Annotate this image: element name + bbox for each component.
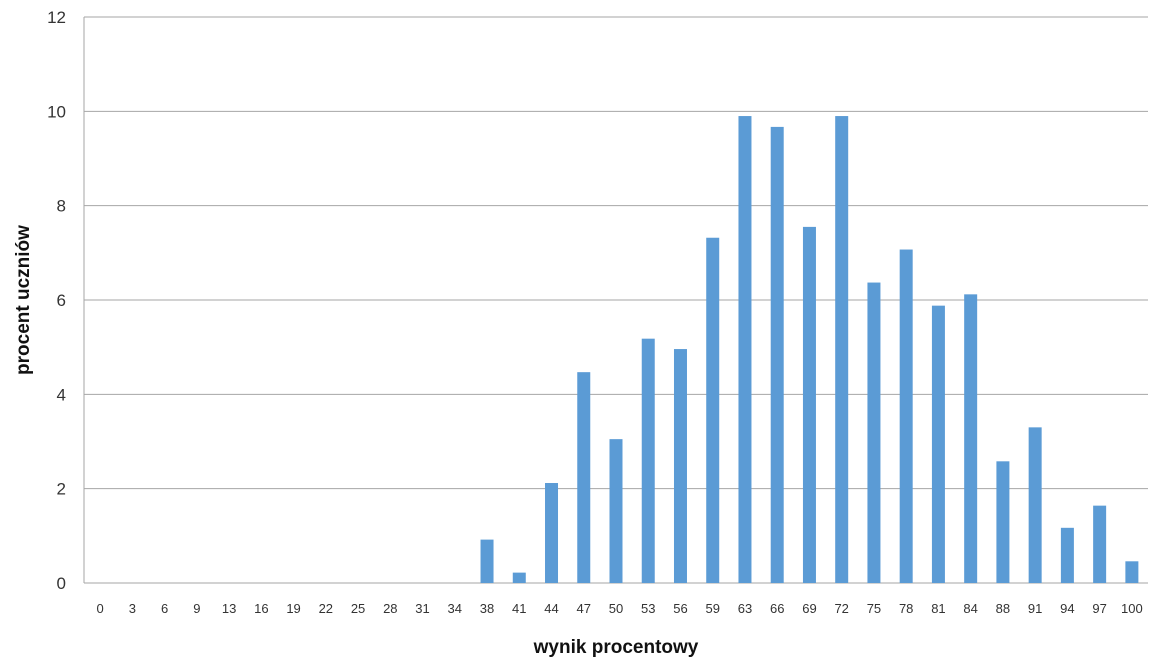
- bar: [835, 116, 849, 584]
- x-tick-label: 3: [129, 601, 136, 616]
- x-tick-label: 97: [1092, 601, 1106, 616]
- x-tick-label: 13: [222, 601, 236, 616]
- x-tick-label: 78: [899, 601, 913, 616]
- x-tick-label: 34: [448, 601, 462, 616]
- x-tick-label: 88: [996, 601, 1010, 616]
- gridlines: [83, 16, 1148, 584]
- bar: [770, 126, 784, 584]
- bars: [480, 116, 1139, 584]
- bar: [867, 282, 881, 583]
- x-tick-label: 94: [1060, 601, 1074, 616]
- x-tick-label: 81: [931, 601, 945, 616]
- x-tick-label: 50: [609, 601, 623, 616]
- y-axis-title: procent uczniów: [13, 225, 34, 375]
- x-tick-label: 41: [512, 601, 526, 616]
- x-tick-label: 75: [867, 601, 881, 616]
- bar: [609, 439, 623, 583]
- x-axis-title: wynik procentowy: [533, 637, 699, 657]
- x-tick-label: 25: [351, 601, 365, 616]
- bar: [545, 483, 559, 583]
- x-tick-label: 9: [193, 601, 200, 616]
- x-tick-label: 91: [1028, 601, 1042, 616]
- x-tick-label: 16: [254, 601, 268, 616]
- y-tick-label: 4: [57, 385, 66, 404]
- x-tick-label: 66: [770, 601, 784, 616]
- y-tick-label: 0: [57, 574, 66, 593]
- x-tick-label: 69: [802, 601, 816, 616]
- x-tick-label: 38: [480, 601, 494, 616]
- bar: [1060, 527, 1074, 583]
- bar: [577, 372, 591, 583]
- bar: [1093, 505, 1107, 583]
- x-tick-label: 44: [544, 601, 558, 616]
- bar: [996, 461, 1010, 583]
- bar: [512, 572, 526, 583]
- y-tick-label: 2: [57, 480, 66, 499]
- x-tick-labels: 0 3 6 9 13 16 19 22 25 28 31 34 38 41 44 47 50 53 56 59 63 66…: [97, 601, 1143, 616]
- y-tick-label: 10: [47, 102, 66, 121]
- bar: [1125, 561, 1139, 583]
- x-tick-label: 100: [1121, 601, 1143, 616]
- y-tick-label: 8: [57, 197, 66, 216]
- bar: [673, 349, 687, 583]
- bar: [641, 338, 655, 583]
- x-tick-label: 0: [97, 601, 104, 616]
- x-tick-label: 6: [161, 601, 168, 616]
- x-tick-label: 63: [738, 601, 752, 616]
- y-tick-label: 6: [57, 291, 66, 310]
- bar: [931, 305, 945, 583]
- bar: [1028, 427, 1042, 583]
- bar: [964, 294, 978, 583]
- x-tick-label: 53: [641, 601, 655, 616]
- x-tick-label: 22: [319, 601, 333, 616]
- y-tick-label: 12: [47, 8, 66, 27]
- bar: [738, 116, 752, 584]
- bar: [802, 226, 816, 583]
- x-tick-label: 31: [415, 601, 429, 616]
- bar: [706, 237, 720, 584]
- x-tick-label: 72: [834, 601, 848, 616]
- x-tick-label: 84: [963, 601, 977, 616]
- x-tick-label: 56: [673, 601, 687, 616]
- x-tick-label: 19: [286, 601, 300, 616]
- x-tick-label: 28: [383, 601, 397, 616]
- x-tick-label: 47: [577, 601, 591, 616]
- bar: [480, 539, 494, 583]
- y-tick-labels: 0 2 4 6 8 10 12: [47, 8, 66, 593]
- x-tick-label: 59: [705, 601, 719, 616]
- bar: [899, 249, 913, 583]
